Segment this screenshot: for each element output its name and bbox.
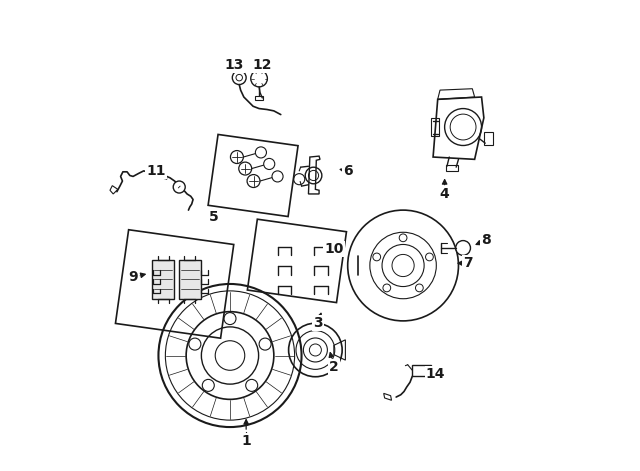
Circle shape [215,341,244,370]
Polygon shape [208,134,298,217]
Circle shape [173,181,185,193]
Text: 2: 2 [329,360,339,374]
Text: 11: 11 [147,164,166,178]
Circle shape [236,74,243,81]
Bar [484,131,493,146]
Text: 3: 3 [313,316,323,330]
Circle shape [264,158,275,170]
Circle shape [232,71,246,85]
Circle shape [426,253,433,261]
Text: 8: 8 [481,233,491,247]
Circle shape [309,344,321,356]
Circle shape [383,284,390,292]
Text: 12: 12 [253,58,272,72]
Text: 6: 6 [343,164,353,178]
Bar [412,365,431,376]
Text: 13: 13 [225,58,244,72]
Bar [431,118,439,136]
Circle shape [251,70,268,87]
Polygon shape [248,219,346,302]
Circle shape [415,284,423,292]
Text: 9: 9 [128,270,138,284]
Text: 1: 1 [241,434,251,448]
Circle shape [247,175,260,187]
Circle shape [399,234,407,242]
Circle shape [255,147,266,158]
Text: 7: 7 [463,256,472,270]
Text: 14: 14 [426,367,445,381]
Circle shape [239,162,252,175]
Bar [255,96,263,100]
Circle shape [456,241,470,255]
Circle shape [230,151,243,163]
Bar [152,260,174,299]
Polygon shape [115,230,234,338]
Text: 4: 4 [440,187,449,201]
Text: 10: 10 [324,243,344,256]
Circle shape [392,254,414,276]
Text: 5: 5 [209,210,219,224]
Circle shape [272,171,283,182]
Bar [179,260,201,299]
Bar [445,165,458,171]
Circle shape [373,253,381,261]
